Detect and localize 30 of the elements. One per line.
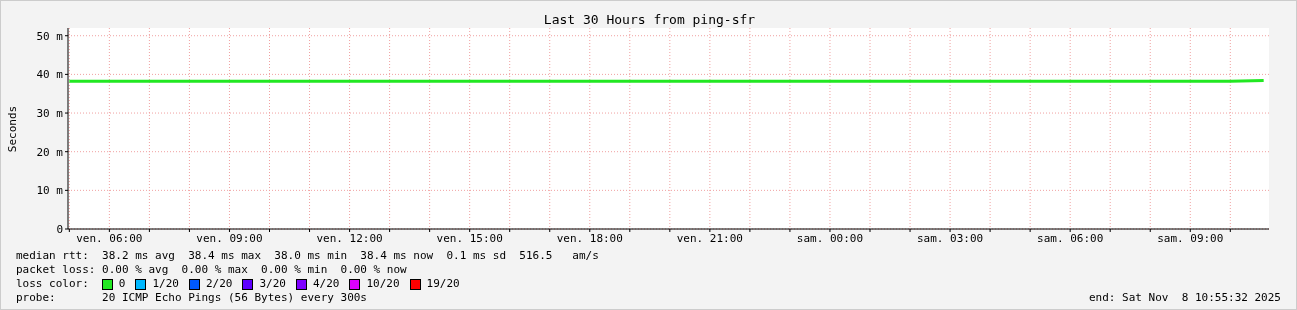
chart-title: Last 30 Hours from ping-sfr: [542, 12, 757, 27]
text: end: Sat Nov 8 10:55:32 2025: [1088, 291, 1281, 304]
x-tick-label: ven. 21:00: [676, 231, 743, 245]
x-tick-label: sam. 06:00: [1037, 231, 1104, 245]
legend-label: 2/20: [205, 277, 233, 291]
x-tick-label: sam. 03:00: [916, 231, 984, 245]
legend-label: 19/20: [426, 277, 460, 291]
legend-label: 3/20: [259, 277, 286, 291]
x-tick-label: ven. 12:00: [316, 231, 383, 245]
y-tick-label: 30 m: [36, 106, 64, 120]
x-tick-label: sam. 00:00: [796, 231, 864, 245]
y-tick-label: 10 m: [36, 184, 64, 198]
legend-label: 10/20: [366, 277, 400, 291]
text: median rtt: 38.2 ms avg 38.4 ms max 38.0 ms min 38.4 ms now 0.1 ms sd 516.5 am/s: [16, 249, 599, 263]
y-tick-label: 50 m: [36, 29, 64, 43]
text: loss color:: [16, 277, 89, 291]
x-tick-label: ven. 06:00: [76, 231, 143, 245]
legend-label: 0: [118, 277, 126, 291]
x-tick-label: ven. 09:00: [196, 231, 263, 245]
legend-label: 4/20: [312, 277, 340, 291]
y-tick-label: 20 m: [36, 145, 64, 159]
text: probe: 20 ICMP Echo Pings (56 Bytes) every 300s: [16, 291, 368, 305]
x-tick-label: ven. 15:00: [436, 231, 503, 245]
x-tick-label: sam. 09:00: [1157, 231, 1224, 245]
x-tick-label: ven. 18:00: [556, 231, 623, 245]
legend-label: 1/20: [152, 277, 179, 291]
y-axis-title: Seconds: [5, 105, 19, 153]
y-tick-label: 0: [56, 222, 63, 236]
text: packet loss: 0.00 % avg 0.00 % max 0.00 % min 0.00 % now: [16, 263, 408, 277]
y-tick-label: 40 m: [36, 68, 64, 82]
